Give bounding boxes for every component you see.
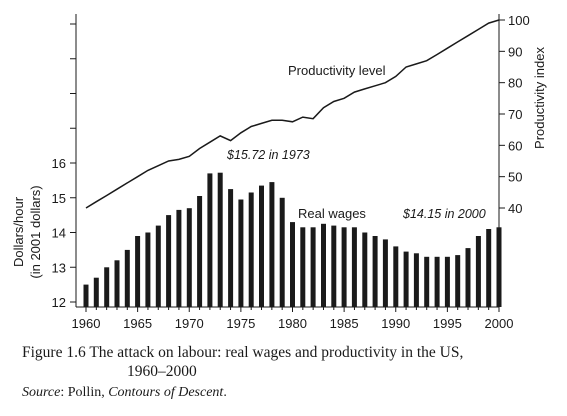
wage-bar-1986	[351, 227, 357, 307]
end-wage-note: $14.15 in 2000	[402, 207, 486, 221]
wage-bar-1962	[104, 267, 110, 308]
source-label: Source	[22, 385, 61, 400]
wage-bar-1977	[259, 185, 264, 307]
left-tick-label-14: 14	[52, 226, 66, 241]
wage-bar-1992	[413, 253, 419, 307]
wage-bar-1985	[341, 227, 347, 307]
source-title: Contours of Descent	[108, 385, 224, 400]
wage-bar-1989	[382, 239, 388, 307]
wage-bar-1980	[290, 222, 295, 307]
left-axis-label-line2: (in 2001 dollars)	[28, 185, 43, 278]
wage-bar-1979	[279, 197, 285, 308]
source-note: Source: Pollin, Contours of Descent.	[22, 385, 227, 401]
left-ticks: 12 13 14 15 16	[52, 23, 76, 310]
wage-bar-1996	[455, 255, 461, 307]
x-tick-label-1985: 1985	[330, 316, 359, 331]
wage-bar-1995	[444, 256, 450, 307]
wages-series-label: Real wages	[298, 206, 366, 221]
figure-caption: Figure 1.6 The attack on labour: real wa…	[22, 343, 562, 381]
productivity-series-label: Productivity level	[288, 63, 386, 78]
right-tick-label-60: 60	[508, 138, 522, 153]
wage-bar-1997	[465, 248, 471, 307]
x-tick-label-1995: 1995	[433, 316, 462, 331]
wage-bar-1987	[362, 232, 368, 307]
wage-bar-1984	[331, 225, 337, 307]
left-tick-label-12: 12	[52, 295, 66, 310]
source-text: : Pollin,	[60, 385, 109, 400]
wage-bar-1976	[248, 192, 254, 307]
wage-bars	[83, 172, 502, 308]
wage-bar-1964	[124, 249, 130, 307]
right-ticks: 40 50 60 70 80 90 100	[499, 13, 530, 216]
wage-bar-1971	[197, 196, 203, 307]
x-tick-label-1990: 1990	[381, 316, 410, 331]
wage-bar-1966	[145, 232, 151, 307]
right-tick-label-80: 80	[508, 76, 522, 91]
left-tick-label-15: 15	[52, 191, 66, 206]
x-tick-label-2000: 2000	[485, 316, 514, 331]
right-tick-label-90: 90	[508, 44, 522, 59]
wage-bar-1973	[217, 172, 223, 307]
right-tick-label-40: 40	[508, 201, 522, 216]
caption-line2: 1960–2000	[127, 363, 197, 380]
right-axis-label: Productivity index	[532, 47, 547, 149]
wage-bar-1978	[269, 182, 275, 307]
wage-bar-1972	[207, 173, 213, 307]
left-tick-label-13: 13	[52, 260, 66, 275]
right-tick-label-50: 50	[508, 170, 522, 185]
wage-bar-1993	[424, 256, 430, 307]
wage-bar-1965	[135, 236, 141, 307]
wage-bar-1982	[310, 227, 316, 307]
x-ticks: 1960 1965 1970 1975 1980 1985 1990 1995 2000	[72, 307, 514, 331]
x-tick-label-1970: 1970	[175, 316, 204, 331]
right-tick-label-100: 100	[508, 13, 530, 28]
peak-wage-note: $15.72 in 1973	[226, 148, 310, 162]
wage-bar-1991	[403, 251, 409, 307]
wage-bar-1990	[393, 246, 399, 307]
caption-line1: Figure 1.6 The attack on labour: real wa…	[22, 344, 464, 361]
wage-bar-1963	[114, 260, 120, 307]
source-end: .	[223, 385, 227, 400]
x-tick-label-1965: 1965	[123, 316, 152, 331]
wage-bar-1968	[166, 215, 172, 307]
wage-bar-1975	[238, 199, 244, 307]
x-tick-label-1975: 1975	[226, 316, 255, 331]
wage-bar-1994	[434, 256, 440, 307]
wage-bar-1981	[300, 227, 306, 307]
wage-bar-1960	[83, 284, 89, 307]
wage-bar-1969	[176, 209, 182, 307]
wage-bar-1988	[372, 236, 378, 307]
wage-bar-1998	[475, 236, 481, 307]
productivity-line	[85, 19, 500, 209]
left-tick-label-16: 16	[52, 156, 66, 171]
x-tick-label-1960: 1960	[72, 316, 101, 331]
wage-bar-1974	[228, 189, 234, 307]
wage-bar-1967	[155, 225, 161, 307]
axes	[75, 14, 500, 308]
wage-bar-1983	[321, 223, 326, 307]
wage-bar-1999	[486, 229, 492, 307]
wage-bar-1961	[93, 277, 99, 307]
wage-bar-1970	[186, 208, 192, 307]
left-axis-label-line1: Dollars/hour	[11, 196, 26, 267]
x-tick-label-1980: 1980	[278, 316, 307, 331]
right-tick-label-70: 70	[508, 107, 522, 122]
chart-svg: 1960 1965 1970 1975 1980 1985 1990 1995 2000 121…	[11, 13, 547, 331]
